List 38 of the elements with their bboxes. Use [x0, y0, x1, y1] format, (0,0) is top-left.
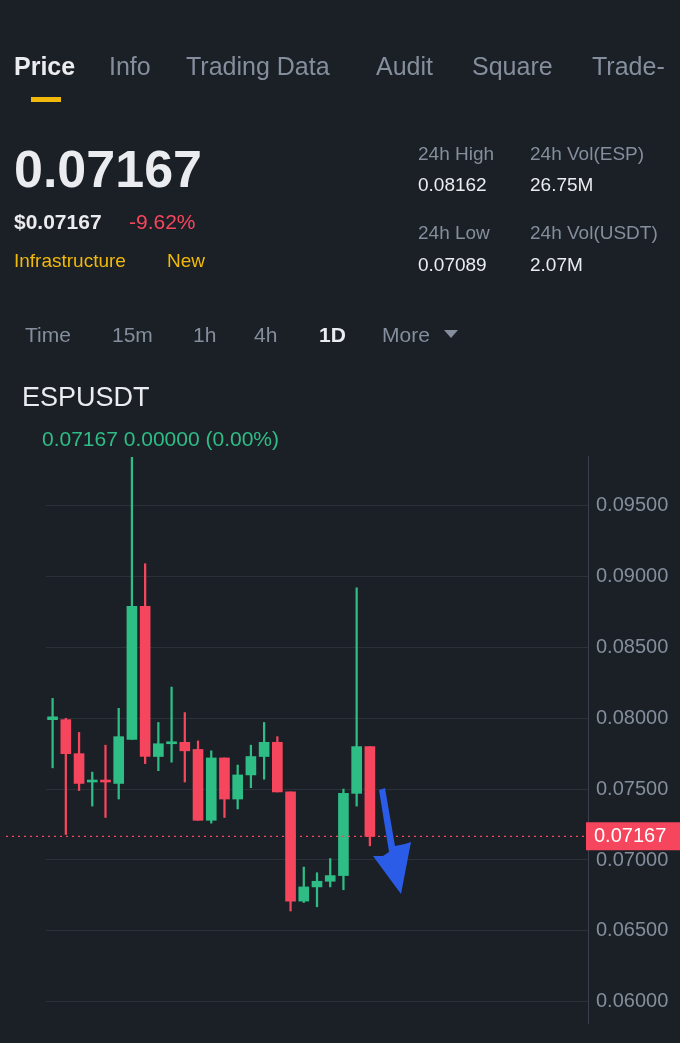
text: Infrastructure: [14, 250, 126, 271]
y-tick-label: 0.07000: [596, 847, 669, 870]
y-tick-label: 0.08500: [596, 634, 669, 657]
text: 24h Vol(USDT): [530, 222, 658, 243]
text: Price: [14, 52, 76, 80]
text: Trade-: [592, 52, 665, 80]
text: -9.62%: [129, 210, 196, 233]
ref-line-label: 0.07167: [594, 823, 667, 846]
text: 1D: [319, 323, 346, 346]
text: 0.07089: [418, 254, 487, 275]
text: 15m: [112, 323, 153, 346]
candlestick: [166, 686, 177, 763]
text: 1h: [193, 323, 217, 346]
y-tick-label: 0.06000: [596, 989, 669, 1012]
y-tick-label: 0.09000: [596, 564, 669, 586]
y-tick-label: 0.08000: [596, 705, 669, 728]
y-tick-label: 0.06500: [596, 918, 669, 941]
text: 26.75M: [530, 174, 594, 195]
text: Info: [109, 52, 151, 80]
text: 24h High: [418, 143, 495, 164]
text: 4h: [254, 323, 278, 346]
chart-title: ESPUSDT: [22, 382, 150, 412]
y-tick-label: 0.07500: [596, 776, 669, 799]
y-tick-label: 0.09500: [596, 493, 669, 516]
text: $0.07167: [14, 210, 102, 233]
text: 24h Vol(ESP): [530, 143, 645, 164]
text: 2.07M: [530, 254, 583, 275]
text: Trading Data: [186, 52, 330, 80]
candlestick: [47, 698, 58, 769]
text: More: [382, 323, 430, 346]
text: New: [167, 250, 206, 271]
text: 0.08162: [418, 174, 487, 195]
text: 0.07167: [14, 140, 202, 198]
text: 0.07167 0.00000 (0.00%): [42, 427, 280, 450]
text: Square: [472, 52, 553, 80]
text: Time: [25, 323, 71, 346]
text: 24h Low: [418, 222, 490, 243]
text: Audit: [376, 52, 433, 80]
